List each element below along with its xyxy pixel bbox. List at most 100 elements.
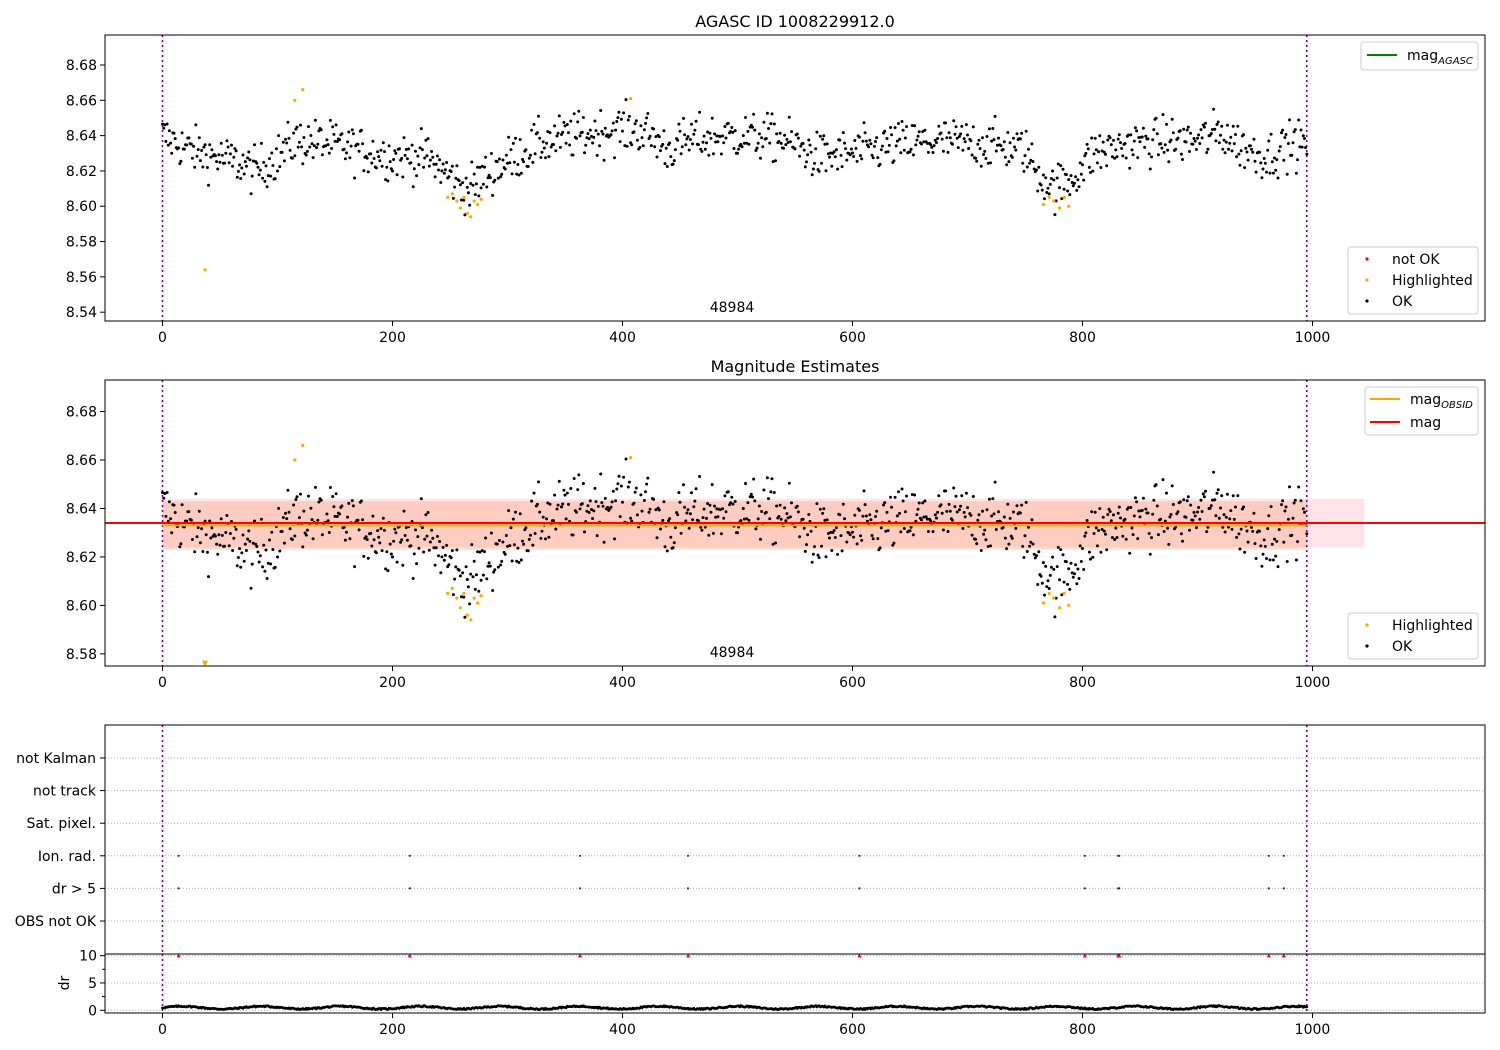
ok-point	[932, 144, 936, 148]
ok-point	[1030, 518, 1034, 522]
ok-point	[331, 495, 335, 498]
ok-point	[1299, 128, 1303, 132]
ok-point	[676, 513, 680, 517]
ok-point	[285, 517, 289, 521]
ok-point	[334, 123, 338, 127]
ok-point	[1085, 519, 1089, 522]
ok-point	[987, 127, 991, 131]
ok-point	[1199, 498, 1203, 502]
ok-point	[993, 480, 997, 484]
ok-point	[247, 150, 251, 154]
ok-point	[893, 495, 897, 499]
ok-point	[357, 528, 361, 532]
ok-point	[1150, 536, 1153, 540]
ok-point	[531, 543, 535, 547]
ok-point	[356, 142, 360, 146]
ok-point	[250, 562, 254, 566]
ok-point	[930, 145, 934, 149]
ok-point	[538, 510, 542, 514]
ok-point	[823, 142, 827, 146]
ok-point	[908, 529, 912, 533]
ok-point	[1201, 492, 1205, 496]
flag-point	[686, 887, 690, 890]
ok-point	[838, 138, 842, 142]
ok-point	[770, 112, 774, 116]
ok-point	[793, 147, 797, 151]
ok-point	[871, 156, 875, 160]
ok-point	[503, 552, 507, 556]
ok-point	[784, 519, 788, 523]
ok-point	[1022, 169, 1026, 173]
ok-point	[860, 538, 864, 542]
ok-point	[449, 556, 453, 560]
ok-point	[217, 153, 221, 157]
ok-point	[1110, 155, 1114, 159]
ok-point	[488, 176, 492, 180]
ok-point	[977, 138, 981, 142]
ok-point	[333, 139, 337, 143]
ok-point	[1005, 163, 1009, 167]
ok-point	[1099, 166, 1103, 169]
ok-point	[271, 164, 275, 167]
ok-point	[1090, 136, 1094, 140]
ok-point	[457, 179, 461, 183]
ok-point	[465, 578, 469, 581]
ok-point	[1112, 138, 1115, 142]
ok-point	[852, 155, 856, 158]
ok-point	[591, 141, 595, 145]
ok-point	[1303, 137, 1306, 140]
flag-point	[858, 854, 861, 857]
ok-point	[1091, 555, 1095, 559]
ok-point	[640, 136, 644, 140]
ok-point	[304, 153, 308, 157]
ok-point	[501, 158, 505, 162]
y-tick-label: 8.66	[66, 453, 97, 469]
ok-point	[639, 493, 643, 497]
ok-point	[1137, 509, 1141, 513]
highlighted-point	[446, 195, 450, 199]
ok-point	[969, 139, 973, 143]
ok-point	[350, 128, 354, 132]
ok-point	[365, 156, 369, 160]
ok-point	[244, 164, 248, 168]
ok-point	[714, 515, 718, 519]
ok-point	[852, 535, 856, 539]
ok-point	[1254, 557, 1258, 560]
x-tick-label: 600	[839, 1022, 866, 1038]
ok-point	[246, 537, 250, 541]
ok-point	[1220, 494, 1224, 498]
ok-point	[242, 559, 246, 563]
ok-point	[785, 137, 789, 141]
ok-point	[1095, 161, 1099, 165]
ok-point	[809, 529, 813, 533]
ok-point	[817, 556, 821, 560]
ok-point	[404, 526, 408, 529]
ok-point	[389, 552, 393, 556]
ok-point	[1002, 140, 1006, 144]
ok-point	[524, 148, 528, 152]
ok-point	[1047, 587, 1051, 590]
ok-point	[901, 128, 905, 132]
ok-point	[1181, 539, 1184, 543]
ok-point	[677, 491, 681, 495]
highlighted-point	[469, 215, 473, 219]
ok-point	[238, 547, 242, 551]
ok-point	[801, 142, 805, 145]
x-tick-label: 1000	[1295, 675, 1331, 691]
ok-point	[715, 507, 719, 511]
ok-point	[286, 120, 290, 124]
ok-point	[208, 143, 212, 147]
ok-point	[861, 139, 865, 143]
ok-point	[1170, 117, 1174, 121]
ok-point	[786, 141, 790, 144]
ok-point	[874, 140, 877, 143]
ok-point	[790, 501, 793, 505]
ok-point	[706, 130, 710, 134]
ok-point	[1242, 505, 1245, 509]
ok-point	[374, 551, 378, 555]
ok-point	[1259, 161, 1263, 165]
ok-point	[340, 132, 344, 136]
ok-point	[771, 160, 775, 164]
ok-point	[878, 546, 882, 550]
ok-point	[1075, 582, 1079, 586]
